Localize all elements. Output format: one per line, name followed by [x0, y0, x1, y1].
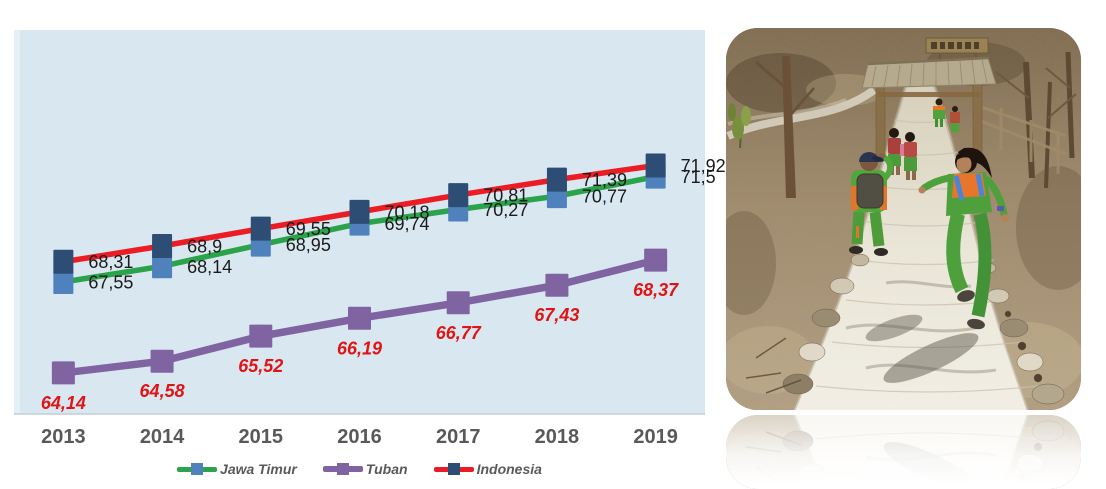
tuban-value-label-2013: 64,14: [41, 393, 86, 413]
tuban-marker-2013: [51, 361, 75, 385]
jawa-timur-value-label-2013: 67,55: [88, 273, 133, 293]
photo-reflection: [726, 415, 1081, 489]
legend-item-tuban: Tuban: [322, 461, 408, 477]
x-tick-2014: 2014: [140, 426, 185, 448]
tuban-marker-2015: [249, 324, 273, 348]
path-rocks: [782, 253, 1065, 405]
wooden-railing: [977, 104, 1067, 174]
photo-scene-svg: [726, 28, 1081, 410]
jawa-timur-value-label-2015: 68,95: [286, 235, 331, 255]
jawa-timur-marker-2014: [152, 254, 173, 279]
legend-label-jawa-timur: Jawa Timur: [220, 461, 297, 477]
boy-with-backpack: [849, 152, 893, 256]
girl-running: [918, 147, 1009, 330]
indonesia-value-label-2013: 68,31: [88, 252, 133, 272]
tuban-value-label-2014: 64,58: [140, 381, 185, 401]
indonesia-value-label-2014: 68,9: [187, 237, 222, 257]
tuban-marker-2014: [150, 349, 174, 373]
jawa-timur-marker-2013: [53, 270, 74, 294]
legend-marker-indonesia: [433, 462, 474, 477]
distant-children: [933, 98, 960, 132]
dry-twigs: [745, 337, 802, 394]
jawa-timur-value-label-2019: 71,5: [681, 167, 716, 187]
chart-legend: Jawa Timur Tuban Indonesia: [14, 458, 705, 480]
tuban-value-label-2018: 67,43: [534, 305, 579, 325]
tuban-marker-2018: [545, 273, 569, 297]
indonesia-marker-2013: [53, 249, 74, 274]
green-sapling: [728, 103, 751, 149]
legend-marker-tuban: [322, 462, 363, 477]
legend-item-jawa-timur: Jawa Timur: [177, 461, 297, 477]
chart-plot-svg: 67,55 68,14 68,95 69,74 70,27 70,77 71,5 64,14 6…: [14, 30, 726, 448]
x-tick-2018: 2018: [535, 426, 580, 448]
indonesia-value-label-2016: 70,18: [385, 202, 430, 222]
tuban-marker-2017: [446, 291, 470, 315]
x-tick-2013: 2013: [41, 426, 86, 448]
tuban-marker-2016: [348, 306, 371, 330]
legend-marker-jawa-timur: [177, 462, 218, 477]
tuban-value-label-2019: 68,37: [633, 280, 679, 300]
plot-left-edge: [14, 30, 20, 414]
legend-item-indonesia: Indonesia: [433, 461, 542, 477]
path-shadows: [845, 280, 997, 383]
indonesia-marker-2018: [546, 167, 567, 192]
indonesia-marker-2019: [645, 153, 666, 178]
indonesia-marker-2014: [152, 234, 173, 258]
photo-children-climbing-path: [726, 28, 1081, 410]
tuban-value-label-2017: 66,77: [436, 323, 482, 343]
tuban-value-label-2016: 66,19: [337, 338, 382, 358]
indonesia-value-label-2015: 69,55: [286, 219, 331, 239]
indonesia-marker-2015: [250, 216, 271, 241]
legend-label-tuban: Tuban: [365, 461, 408, 477]
jawa-timur-value-label-2018: 70,77: [582, 187, 627, 207]
ipm-trend-chart: 67,55 68,14 68,95 69,74 70,27 70,77 71,5 64,14 6…: [14, 30, 726, 480]
x-tick-2016: 2016: [337, 426, 382, 448]
jawa-timur-value-label-2016: 69,74: [385, 214, 430, 234]
indonesia-value-label-2017: 70,81: [483, 186, 528, 206]
thatched-gate: [861, 37, 997, 157]
jawa-timur-value-label-2014: 68,14: [187, 257, 232, 277]
tuban-marker-2019: [644, 248, 668, 272]
reflection-fade: [726, 415, 1081, 489]
x-tick-2019: 2019: [633, 426, 678, 448]
x-tick-2015: 2015: [239, 426, 284, 448]
jawa-timur-value-label-2017: 70,27: [483, 200, 528, 220]
photo-region: [726, 28, 1082, 489]
indonesia-marker-2017: [448, 183, 469, 208]
legend-label-indonesia: Indonesia: [476, 461, 542, 477]
x-tick-2017: 2017: [436, 426, 481, 448]
indonesia-marker-2016: [349, 199, 370, 224]
indonesia-value-label-2019: 71,92: [681, 156, 726, 176]
trees: [728, 51, 1077, 198]
tuban-value-label-2015: 65,52: [238, 356, 283, 376]
indonesia-value-label-2018: 71,39: [582, 170, 627, 190]
